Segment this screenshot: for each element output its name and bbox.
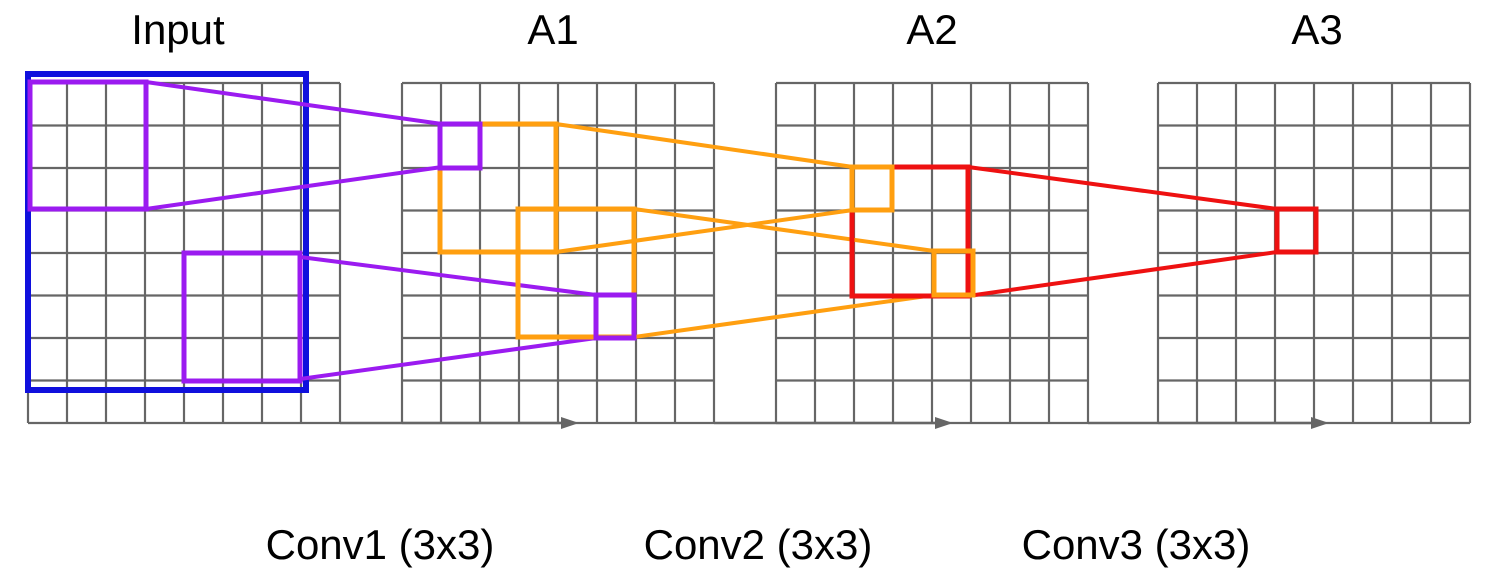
conv1-kernels xyxy=(27,79,597,384)
conv2-kernel-top-a1 xyxy=(437,121,559,255)
conv1-label: Conv1 (3x3) xyxy=(266,521,495,568)
a3-output-cell xyxy=(1274,206,1319,255)
a2-grid-title: A2 xyxy=(906,6,957,53)
conv1-kernel-top-input xyxy=(27,79,149,212)
a3-grid-title: A3 xyxy=(1291,6,1342,53)
conv3-kernel-a2 xyxy=(849,164,971,299)
conv1-projection-line xyxy=(299,336,597,381)
input-receptive-field-box xyxy=(25,71,309,393)
baseline-arrow-1-head xyxy=(561,417,579,429)
a1-output-cell-bottom xyxy=(593,292,637,341)
conv1-kernel-bottom-input xyxy=(181,250,303,384)
conv1-projection-line xyxy=(299,255,597,297)
conv3-projection-line xyxy=(967,250,1278,298)
conv2-label: Conv2 (3x3) xyxy=(644,521,873,568)
a2-output-cell-bottom xyxy=(931,248,976,298)
a2-output-cell-top xyxy=(849,164,895,213)
baseline-arrow-3-head xyxy=(1311,417,1329,429)
conv2-projection-line xyxy=(555,122,854,169)
conv1-projection-line xyxy=(145,80,443,126)
a1-grid-title: A1 xyxy=(527,6,578,53)
conv2-kernels xyxy=(437,121,935,340)
conv2-kernel-bottom-a1 xyxy=(515,206,637,340)
conv2-projection-line xyxy=(633,207,935,253)
conv3-projection-line xyxy=(967,165,1278,211)
conv3-label: Conv3 (3x3) xyxy=(1022,521,1251,568)
arrow-layer xyxy=(340,417,1329,429)
conv2-projection-line xyxy=(555,208,854,254)
conv2-projection-line xyxy=(633,293,935,339)
a3-grid xyxy=(1156,81,1472,425)
a1-output-cell-top xyxy=(437,121,483,171)
conv3-kernels xyxy=(849,164,1278,299)
conv1-projection-line xyxy=(145,165,443,211)
baseline-arrow-2-head xyxy=(935,417,953,429)
input-grid-title: Input xyxy=(131,6,225,53)
